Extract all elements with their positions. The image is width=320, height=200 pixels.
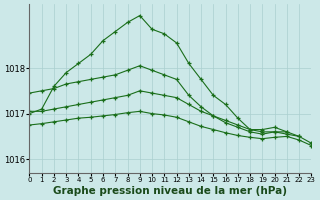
X-axis label: Graphe pression niveau de la mer (hPa): Graphe pression niveau de la mer (hPa) xyxy=(53,186,287,196)
